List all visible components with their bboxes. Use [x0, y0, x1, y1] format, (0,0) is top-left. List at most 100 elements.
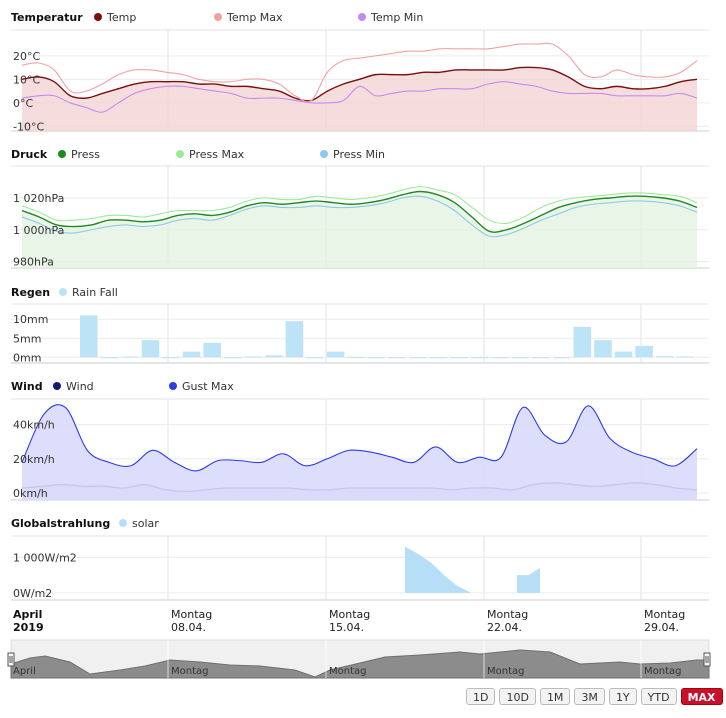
y-tick-label: 0mm — [13, 351, 41, 364]
panel-title: Temperatur — [11, 11, 83, 24]
rain-bar — [100, 357, 119, 359]
rain-bar — [532, 357, 551, 359]
series-line-gust-max — [21, 404, 698, 472]
legend-temp-min: Temp Min — [370, 11, 423, 24]
rain-bar — [223, 357, 242, 359]
x-label-bottom: 15.04. — [329, 621, 364, 634]
panel-druck: Druck Press Press Max Press Min 1 020hPa 1 00… — [11, 148, 709, 269]
series-fill — [22, 191, 697, 268]
range-button-10d[interactable]: 10D — [499, 688, 536, 705]
legend-solar: solar — [132, 517, 159, 530]
series-line-temp-min — [21, 81, 698, 113]
rain-bar — [141, 340, 160, 358]
legend-marker — [214, 13, 222, 21]
x-label-bottom: 22.04. — [487, 621, 522, 634]
y-tick-label: 1 000hPa — [13, 224, 64, 237]
series-line-temp-max — [21, 42, 698, 103]
legend-marker — [94, 13, 102, 21]
x-label-bottom: 29.04. — [644, 621, 679, 634]
range-selector: 1D 10D 1M 3M 1Y YTD MAX — [466, 688, 723, 705]
legend-marker — [169, 382, 177, 390]
legend-marker — [320, 150, 328, 158]
rain-bar — [594, 340, 612, 358]
legend-rain-fall: Rain Fall — [72, 286, 118, 299]
y-tick-label: 20km/h — [13, 453, 55, 466]
navigator[interactable]: April Montag Montag Montag Montag — [7, 639, 711, 679]
legend-press: Press — [71, 148, 100, 161]
legend-marker — [59, 288, 67, 296]
legend-wind: Wind — [66, 380, 94, 393]
x-label-top: Montag — [171, 608, 212, 621]
rain-bar — [182, 351, 201, 358]
rain-bar — [470, 357, 489, 359]
rain-bar — [244, 356, 263, 358]
range-button-max[interactable]: MAX — [680, 688, 723, 705]
panel-temperatur: Temperatur Temp Temp Max Temp Min 20°C 10°C 0°… — [11, 11, 709, 133]
range-button-ytd[interactable]: YTD — [640, 688, 677, 705]
x-axis: April2019Montag08.04.Montag15.04.Montag2… — [13, 608, 685, 634]
rain-bar — [429, 357, 448, 359]
y-tick-label: 10mm — [13, 313, 48, 326]
series-line-temp — [21, 66, 698, 102]
y-tick-label: 5mm — [13, 332, 41, 345]
legend-marker — [119, 519, 127, 527]
navigator-label: Montag — [171, 666, 208, 677]
series-line-press — [21, 190, 698, 233]
legend-temp-max: Temp Max — [226, 11, 283, 24]
handle-body — [7, 652, 15, 667]
legend-marker — [176, 150, 184, 158]
navigator-handle-right[interactable] — [703, 652, 711, 667]
y-tick-label: 1 000W/m2 — [13, 551, 77, 564]
rain-bar — [388, 357, 407, 359]
rain-bar — [347, 356, 365, 358]
range-button-1m[interactable]: 1M — [539, 688, 571, 705]
panel-regen: Regen Rain Fall 10mm 5mm 0mm — [11, 286, 709, 364]
y-tick-label: 20°C — [13, 50, 40, 63]
solar-area — [517, 568, 540, 593]
rain-bar — [450, 357, 468, 359]
rain-bar — [409, 357, 427, 359]
range-button-1d[interactable]: 1D — [466, 688, 496, 705]
rain-bar — [573, 326, 592, 358]
x-label-top: Montag — [644, 608, 685, 621]
rain-bar — [367, 357, 386, 359]
rain-bar — [285, 321, 304, 358]
rain-bar — [553, 357, 571, 359]
rain-bar — [326, 351, 345, 358]
y-tick-label: 0W/m2 — [13, 587, 52, 600]
navigator-label: April — [13, 666, 36, 677]
y-tick-label: -10°C — [13, 120, 44, 133]
x-label-top: Montag — [329, 608, 370, 621]
rain-bar — [614, 351, 633, 358]
series-fill — [22, 404, 697, 500]
series-line-press-max — [21, 186, 698, 225]
rain-bar — [121, 356, 139, 358]
x-label-top: Montag — [487, 608, 528, 621]
range-button-1y[interactable]: 1Y — [608, 688, 637, 705]
legend-press-min: Press Min — [333, 148, 385, 161]
solar-area — [405, 546, 470, 593]
x-label-top: April — [13, 608, 42, 621]
rain-bar — [80, 315, 98, 358]
legend-press-max: Press Max — [189, 148, 245, 161]
y-tick-label: 10°C — [13, 73, 40, 86]
panel-title: Druck — [11, 148, 48, 161]
rain-bar — [655, 356, 674, 358]
panel-title: Globalstrahlung — [11, 517, 110, 530]
range-button-3m[interactable]: 3M — [574, 688, 605, 705]
legend-gust-max: Gust Max — [182, 380, 234, 393]
legend-marker — [58, 150, 66, 158]
navigator-label: Montag — [487, 666, 524, 677]
rain-bar — [511, 357, 530, 359]
x-label-bottom: 2019 — [13, 621, 44, 634]
panel-wind: Wind Wind Gust Max 40km/h 20km/h 0km/h — [11, 380, 709, 501]
panel-title: Wind — [11, 380, 43, 393]
navigator-handle-left[interactable] — [7, 652, 15, 667]
rain-bar — [491, 357, 509, 359]
x-label-bottom: 08.04. — [171, 621, 206, 634]
panel-title: Regen — [11, 286, 50, 299]
y-tick-label: 0km/h — [13, 487, 48, 500]
rain-bar — [306, 357, 324, 359]
rain-bar — [162, 357, 180, 359]
